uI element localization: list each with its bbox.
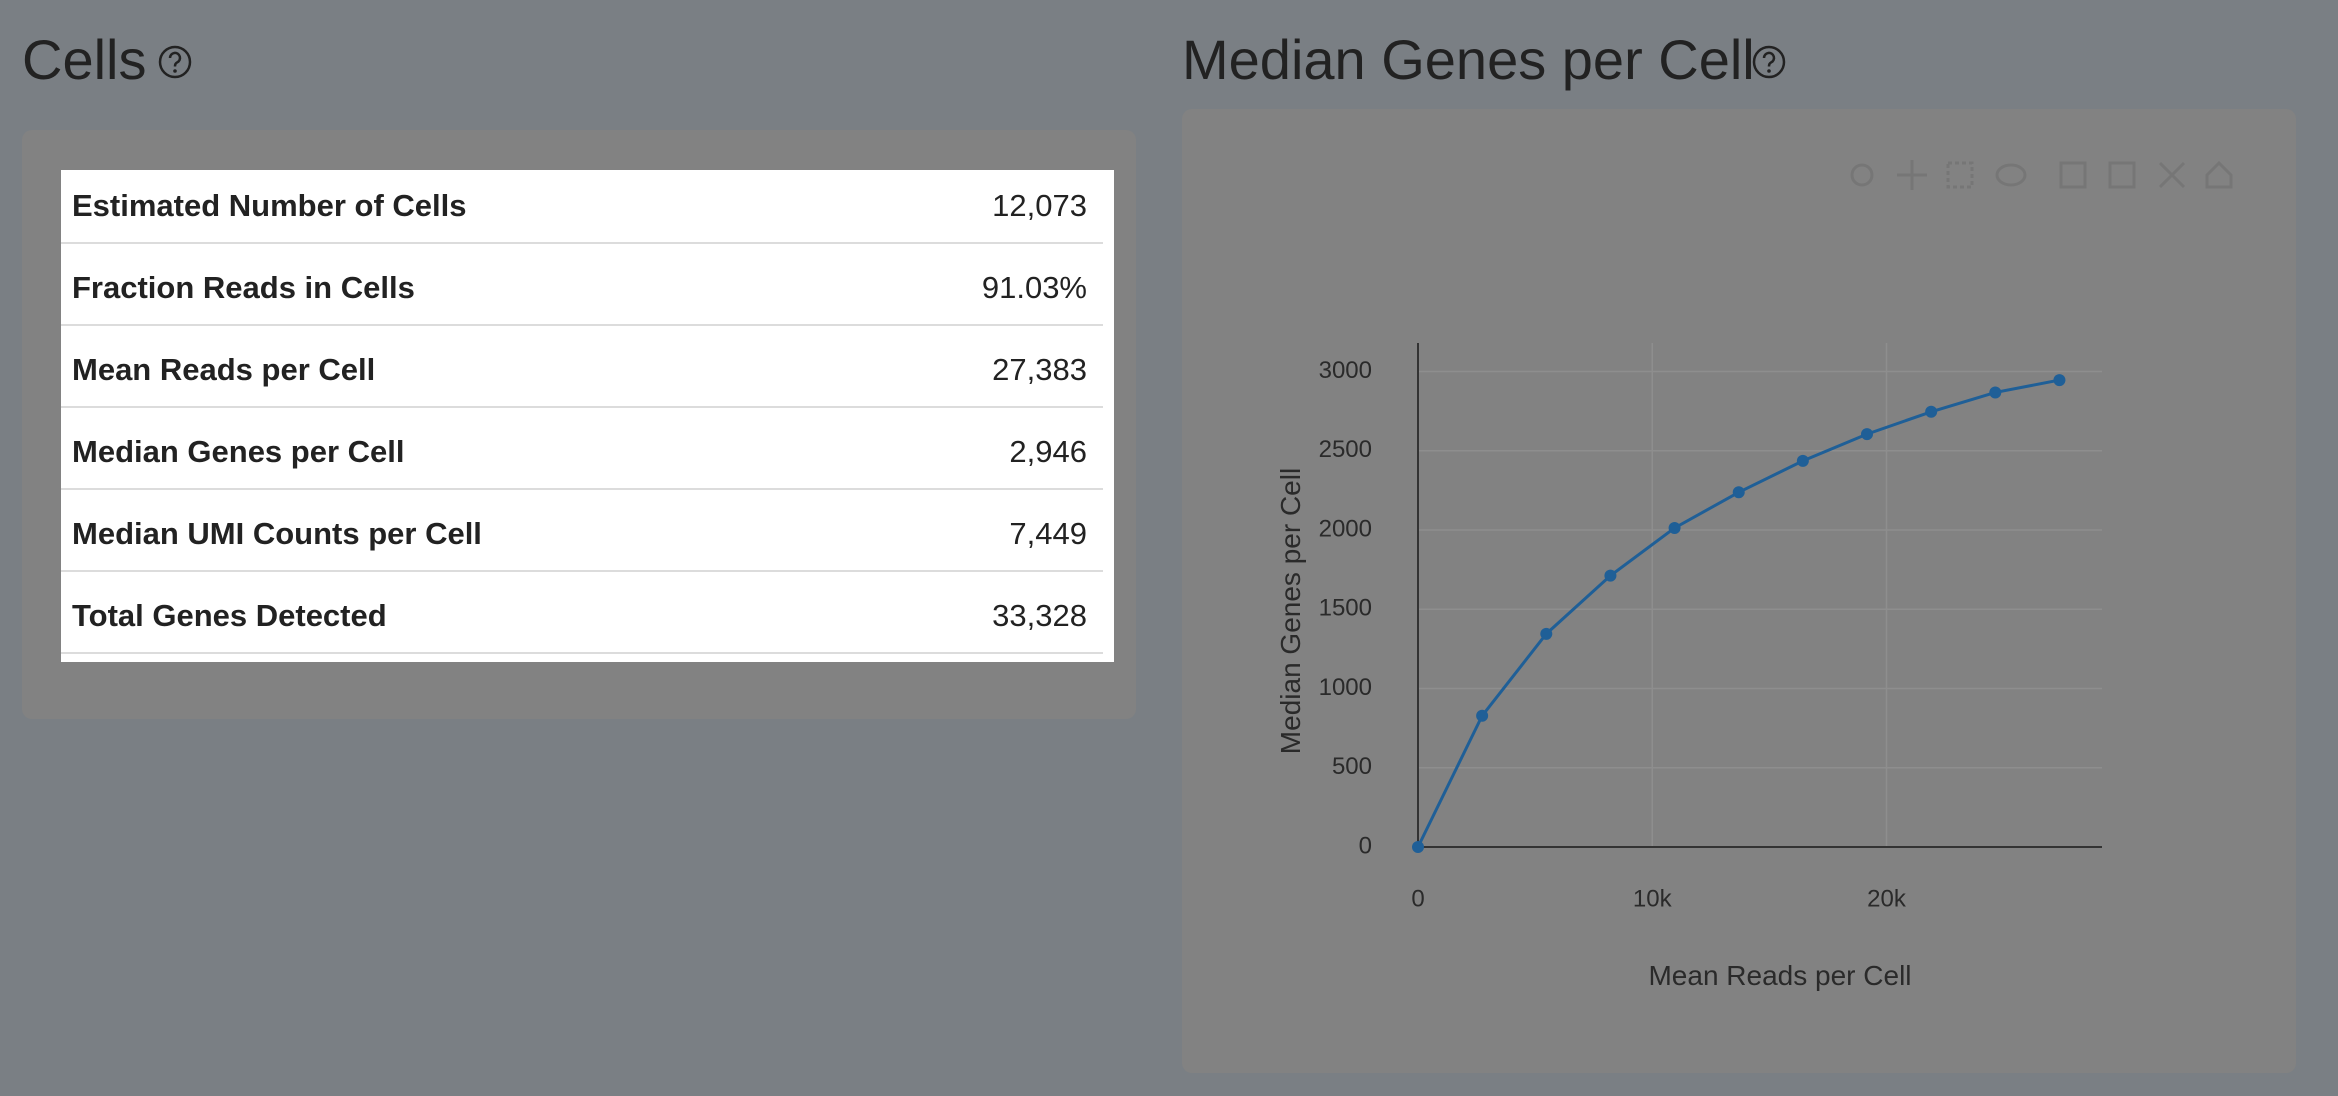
lasso-button[interactable]	[1995, 163, 2027, 187]
row-label: Median UMI Counts per Cell	[72, 516, 482, 551]
data-point	[1540, 627, 1553, 640]
chart-toolbar	[1850, 160, 2233, 190]
data-point	[1604, 569, 1617, 582]
row-value: 91.03%	[982, 270, 1087, 305]
section-title: Cells	[22, 28, 146, 91]
y-tick-label: 1000	[1319, 674, 1372, 701]
y-tick-label: 0	[1359, 832, 1372, 859]
data-point	[1476, 709, 1489, 722]
zoom-button[interactable]	[1850, 163, 1874, 187]
y-tick-label: 1500	[1319, 595, 1372, 622]
data-point	[1412, 841, 1424, 853]
y-tick-label: 2500	[1319, 436, 1372, 463]
y-tick-label: 3000	[1319, 357, 1372, 384]
row-label: Mean Reads per Cell	[72, 352, 375, 387]
data-point	[1796, 454, 1809, 467]
row-value: 27,383	[992, 352, 1087, 387]
x-tick-label: 0	[1411, 885, 1424, 912]
chart-title: Median Genes per Cell	[1182, 28, 1755, 91]
data-point	[2053, 374, 2066, 387]
data-point	[1732, 486, 1745, 499]
data-point	[1925, 405, 1938, 418]
row-value: 2,946	[1009, 434, 1087, 469]
x-axis-title: Mean Reads per Cell	[1648, 960, 1911, 991]
y-tick-label: 2000	[1319, 515, 1372, 542]
data-point	[1861, 428, 1874, 441]
row-label: Estimated Number of Cells	[72, 188, 466, 223]
x-tick-label: 10k	[1633, 885, 1673, 912]
row-label: Total Genes Detected	[72, 598, 387, 633]
row-label: Fraction Reads in Cells	[72, 270, 415, 305]
help-icon[interactable]	[1752, 45, 1786, 79]
row-value: 12,073	[992, 188, 1087, 223]
reset-button[interactable]	[2205, 160, 2233, 189]
row-value: 7,449	[1009, 516, 1087, 551]
y-axis-title: Median Genes per Cell	[1275, 468, 1306, 754]
chart-panel	[1182, 109, 2296, 1073]
data-point	[1989, 386, 2002, 399]
data-point	[1668, 521, 1681, 534]
help-icon[interactable]	[158, 45, 192, 79]
y-tick-label: 500	[1332, 753, 1372, 780]
zoom-out-button[interactable]	[2108, 161, 2136, 189]
row-label: Median Genes per Cell	[72, 434, 405, 469]
zoom-in-button[interactable]	[2059, 161, 2087, 189]
x-tick-label: 20k	[1867, 885, 1907, 912]
pan-button[interactable]	[1897, 160, 1927, 190]
select-button[interactable]	[1946, 161, 1974, 189]
table-body: Estimated Number of Cells 12,073 Fraction …	[61, 188, 1103, 654]
row-value: 33,328	[992, 598, 1087, 633]
chart: 0 500 1000 1500 2000 2500 3000 0 10k 20k Mean Read…	[1275, 343, 2102, 991]
autoscale-button[interactable]	[2158, 161, 2186, 189]
metrics-table	[61, 170, 1114, 662]
